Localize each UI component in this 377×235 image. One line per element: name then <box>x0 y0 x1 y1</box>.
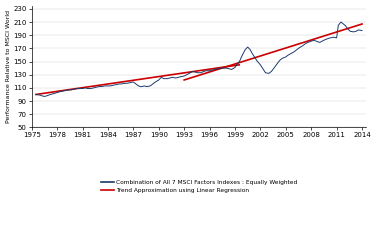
Y-axis label: Performance Relative to MSCI World: Performance Relative to MSCI World <box>6 10 11 123</box>
Legend: Combination of All 7 MSCI Factors Indexes : Equally Weighted, Trend Approximatio: Combination of All 7 MSCI Factors Indexe… <box>98 177 299 195</box>
